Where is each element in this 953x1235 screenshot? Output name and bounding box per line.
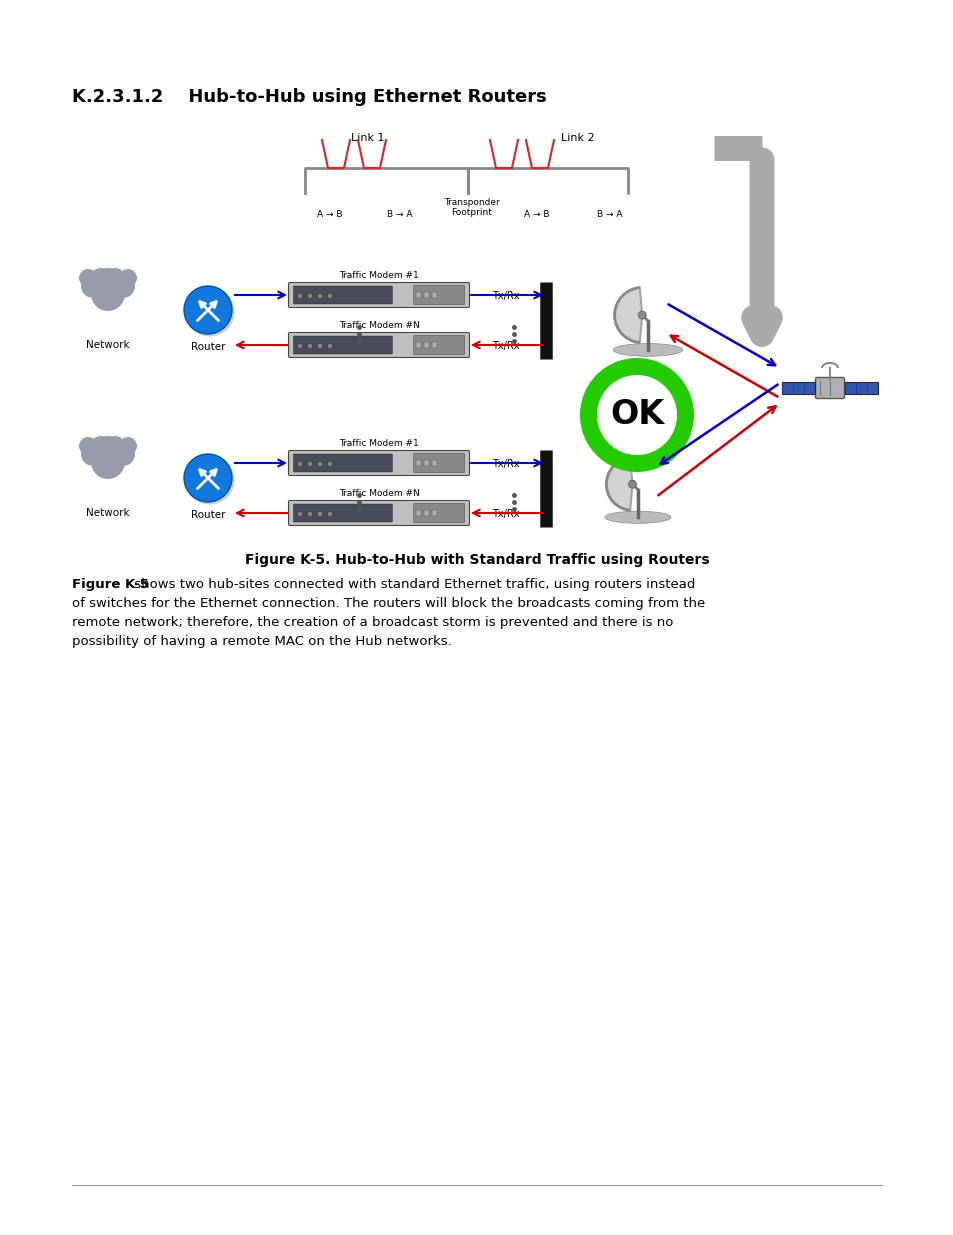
Circle shape: [327, 343, 333, 348]
Circle shape: [91, 277, 125, 311]
Circle shape: [90, 268, 112, 290]
Circle shape: [327, 462, 333, 467]
FancyBboxPatch shape: [294, 504, 392, 522]
Circle shape: [297, 294, 302, 299]
Circle shape: [119, 269, 137, 287]
Circle shape: [186, 456, 233, 504]
Bar: [432, 342, 436, 348]
FancyBboxPatch shape: [414, 453, 464, 473]
Bar: [424, 459, 429, 466]
FancyBboxPatch shape: [288, 451, 469, 475]
Circle shape: [186, 288, 233, 336]
Circle shape: [94, 436, 122, 464]
Text: possibility of having a remote MAC on the Hub networks.: possibility of having a remote MAC on th…: [71, 635, 452, 648]
Text: Link 1: Link 1: [351, 133, 384, 143]
Bar: [432, 459, 436, 466]
Circle shape: [307, 511, 313, 516]
Text: Router: Router: [191, 510, 225, 520]
Circle shape: [579, 358, 693, 472]
Text: A → B: A → B: [524, 210, 549, 219]
FancyBboxPatch shape: [414, 285, 464, 305]
Bar: [424, 510, 429, 516]
Text: Traffic Modem #1: Traffic Modem #1: [338, 270, 418, 280]
Bar: [432, 510, 436, 516]
Wedge shape: [614, 288, 641, 343]
Wedge shape: [605, 458, 632, 510]
Text: B → A: B → A: [387, 210, 413, 219]
Bar: [416, 342, 420, 348]
Text: Tx/Rx: Tx/Rx: [492, 509, 519, 519]
FancyBboxPatch shape: [294, 454, 392, 472]
Bar: [781, 382, 814, 394]
Circle shape: [317, 343, 322, 348]
Circle shape: [307, 343, 313, 348]
Circle shape: [79, 437, 97, 454]
Circle shape: [184, 454, 232, 501]
Text: Tx/Rx: Tx/Rx: [492, 341, 519, 351]
Circle shape: [317, 511, 322, 516]
Ellipse shape: [604, 511, 670, 524]
Circle shape: [297, 462, 302, 467]
Bar: [424, 342, 429, 348]
Text: Traffic Modem #N: Traffic Modem #N: [338, 321, 419, 330]
Text: Traffic Modem #1: Traffic Modem #1: [338, 438, 418, 448]
Text: B → A: B → A: [597, 210, 622, 219]
Text: K.2.3.1.2    Hub-to-Hub using Ethernet Routers: K.2.3.1.2 Hub-to-Hub using Ethernet Rout…: [71, 88, 546, 106]
Circle shape: [111, 442, 135, 466]
Text: remote network; therefore, the creation of a broadcast storm is prevented and th: remote network; therefore, the creation …: [71, 616, 673, 629]
Bar: [432, 291, 436, 298]
Circle shape: [317, 294, 322, 299]
Text: Network: Network: [86, 340, 130, 350]
FancyBboxPatch shape: [414, 504, 464, 522]
Text: Network: Network: [86, 508, 130, 517]
Ellipse shape: [613, 343, 682, 356]
Text: Transponder
Footprint: Transponder Footprint: [444, 198, 499, 217]
FancyBboxPatch shape: [288, 283, 469, 308]
Bar: [844, 382, 877, 394]
FancyBboxPatch shape: [288, 332, 469, 357]
Text: Figure K-5: Figure K-5: [71, 578, 149, 592]
Circle shape: [184, 287, 232, 333]
FancyBboxPatch shape: [294, 287, 392, 304]
Bar: [416, 459, 420, 466]
Circle shape: [94, 268, 122, 296]
Circle shape: [104, 268, 126, 290]
Circle shape: [297, 511, 302, 516]
Text: Figure K-5. Hub-to-Hub with Standard Traffic using Routers: Figure K-5. Hub-to-Hub with Standard Tra…: [244, 553, 709, 567]
Text: Tx/Rx: Tx/Rx: [492, 291, 519, 301]
Circle shape: [104, 436, 126, 458]
Text: Router: Router: [191, 342, 225, 352]
FancyBboxPatch shape: [294, 336, 392, 354]
Circle shape: [638, 311, 645, 319]
Circle shape: [79, 269, 97, 287]
Bar: [424, 291, 429, 298]
Circle shape: [297, 343, 302, 348]
Text: Traffic Modem #N: Traffic Modem #N: [338, 489, 419, 498]
Circle shape: [119, 437, 137, 454]
Text: shows two hub-sites connected with standard Ethernet traffic, using routers inst: shows two hub-sites connected with stand…: [130, 578, 695, 592]
Circle shape: [307, 462, 313, 467]
Text: Tx/Rx: Tx/Rx: [492, 459, 519, 469]
Text: Link 2: Link 2: [560, 133, 594, 143]
Text: A → B: A → B: [317, 210, 342, 219]
Text: OK: OK: [609, 399, 663, 431]
Circle shape: [628, 480, 636, 488]
Circle shape: [91, 445, 125, 479]
Circle shape: [81, 442, 105, 466]
Circle shape: [317, 462, 322, 467]
Text: of switches for the Ethernet connection. The routers will block the broadcasts c: of switches for the Ethernet connection.…: [71, 597, 704, 610]
Circle shape: [327, 511, 333, 516]
Circle shape: [597, 375, 677, 454]
Bar: [416, 510, 420, 516]
FancyBboxPatch shape: [414, 336, 464, 354]
Circle shape: [81, 274, 105, 298]
Bar: [416, 291, 420, 298]
Circle shape: [327, 294, 333, 299]
Circle shape: [111, 274, 135, 298]
Circle shape: [90, 436, 112, 458]
FancyBboxPatch shape: [288, 500, 469, 526]
Circle shape: [307, 294, 313, 299]
FancyBboxPatch shape: [815, 378, 843, 399]
